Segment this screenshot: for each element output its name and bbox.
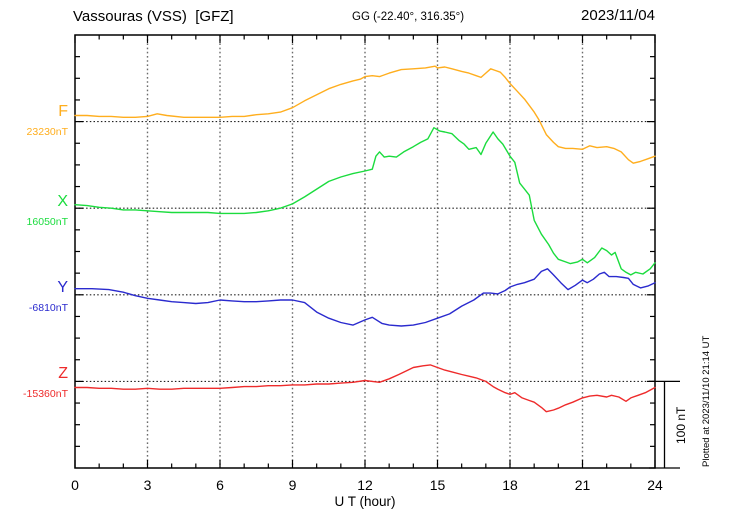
station-title: Vassouras (VSS) [GFZ] bbox=[73, 8, 234, 25]
trace-baseline-value-X: 16050nT bbox=[26, 216, 68, 228]
series-line-F bbox=[74, 65, 656, 164]
trace-baseline-value-Y: -6810nT bbox=[28, 302, 68, 314]
x-tick-label-15: 15 bbox=[429, 477, 446, 493]
x-tick-label-9: 9 bbox=[288, 477, 297, 493]
x-tick-label-18: 18 bbox=[502, 477, 518, 493]
observation-date: 2023/11/04 bbox=[581, 7, 655, 24]
scale-bar-label: 100 nT bbox=[674, 406, 688, 444]
x-tick-label-3: 3 bbox=[143, 477, 152, 493]
trace-letter-Y: Y bbox=[57, 279, 68, 296]
trace-letter-X: X bbox=[57, 193, 68, 210]
series-line-Y bbox=[74, 268, 656, 327]
trace-label-Y: Y -6810nT bbox=[0, 280, 68, 314]
trace-baseline-value-Z: -15360nT bbox=[23, 388, 68, 400]
geographic-coordinates: GG (-22.40°, 316.35°) bbox=[352, 11, 465, 23]
plot-frame bbox=[74, 34, 656, 469]
plotted-at-timestamp: Plotted at 2023/11/10 21:14 UT bbox=[701, 335, 712, 467]
series-line-X bbox=[74, 126, 656, 276]
trace-letter-Z: Z bbox=[58, 365, 68, 382]
x-tick-label-21: 21 bbox=[574, 477, 591, 493]
trace-label-F: F 23230nT bbox=[0, 104, 68, 138]
series-line-Z bbox=[74, 364, 656, 413]
x-tick-label-12: 12 bbox=[357, 477, 373, 493]
x-tick-label-24: 24 bbox=[647, 477, 663, 493]
x-tick-label-6: 6 bbox=[216, 477, 224, 493]
trace-label-X: X 16050nT bbox=[0, 194, 68, 228]
trace-letter-F: F bbox=[58, 103, 68, 120]
trace-baseline-value-F: 23230nT bbox=[26, 126, 68, 138]
trace-label-Z: Z -15360nT bbox=[0, 366, 68, 400]
x-tick-label-0: 0 bbox=[71, 477, 79, 493]
x-axis-title: U T (hour) bbox=[334, 494, 396, 509]
